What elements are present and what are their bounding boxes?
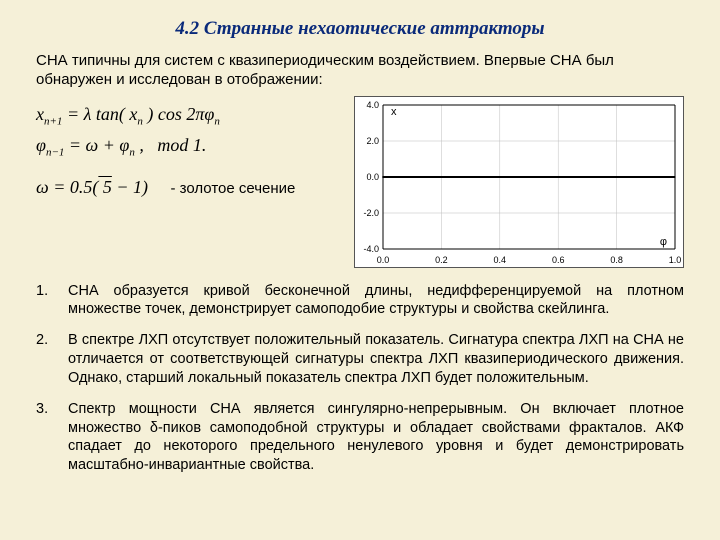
svg-text:2.0: 2.0: [366, 136, 379, 146]
list-item: В спектре ЛХП отсутствует положительный …: [36, 331, 684, 388]
intro-text: СНА типичны для систем с квазипериодичес…: [36, 52, 684, 90]
equation-1: xn+1 = λ tan( xn ) cos 2πφn: [36, 104, 346, 128]
golden-ratio-label: - золотое сечение: [171, 180, 296, 197]
list-item: СНА образуется кривой бесконечной длины,…: [36, 282, 684, 320]
equation-2: φn−1 = ω + φn , mod 1.: [36, 135, 346, 159]
svg-text:-2.0: -2.0: [363, 208, 379, 218]
svg-text:-4.0: -4.0: [363, 244, 379, 254]
equation-3: ω = 0.5( 5 − 1) - золотое сечение: [36, 177, 346, 198]
properties-list: СНА образуется кривой бесконечной длины,…: [36, 282, 684, 476]
svg-text:1.0: 1.0: [669, 255, 682, 265]
equations-column: xn+1 = λ tan( xn ) cos 2πφn φn−1 = ω + φ…: [36, 96, 346, 206]
svg-text:φ: φ: [660, 236, 667, 248]
list-item: Спектр мощности СНА является сингулярно-…: [36, 400, 684, 475]
svg-text:0.0: 0.0: [377, 255, 390, 265]
section-title: 4.2 Странные нехаотические аттракторы: [36, 18, 684, 40]
svg-text:0.6: 0.6: [552, 255, 565, 265]
svg-text:0.0: 0.0: [366, 172, 379, 182]
svg-text:0.8: 0.8: [610, 255, 623, 265]
equation-figure-row: xn+1 = λ tan( xn ) cos 2πφn φn−1 = ω + φ…: [36, 96, 684, 268]
attractor-chart: 0.0 0.2 0.4 0.6 0.8 1.0 -4.0 -2.0 0.0 2.0 4.0 φ x: [354, 96, 684, 268]
list-item-text: В спектре ЛХП отсутствует положительный …: [68, 331, 684, 388]
list-item-text: СНА образуется кривой бесконечной длины,…: [68, 282, 684, 320]
list-item-text: Спектр мощности СНА является сингулярно-…: [68, 400, 684, 475]
equation-3-lhs: ω = 0.5( 5 − 1): [36, 177, 148, 197]
svg-text:0.2: 0.2: [435, 255, 448, 265]
svg-text:x: x: [391, 106, 397, 118]
svg-text:0.4: 0.4: [494, 255, 507, 265]
svg-text:4.0: 4.0: [366, 100, 379, 110]
